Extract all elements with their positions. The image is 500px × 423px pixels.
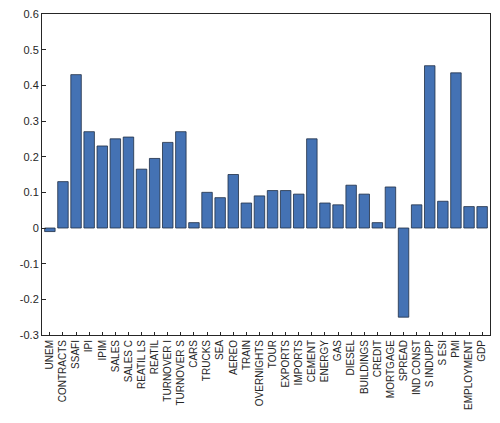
svg-text:S ESI: S ESI bbox=[437, 340, 448, 366]
svg-text:S INDUPP: S INDUPP bbox=[424, 340, 435, 388]
svg-text:SEA: SEA bbox=[214, 340, 225, 360]
svg-text:EMPLOYMENT: EMPLOYMENT bbox=[463, 340, 474, 410]
svg-text:AEREO: AEREO bbox=[228, 340, 239, 375]
svg-text:MORTGAGE: MORTGAGE bbox=[385, 340, 396, 398]
svg-text:0.6: 0.6 bbox=[24, 8, 39, 20]
svg-text:REATIL: REATIL bbox=[149, 340, 160, 375]
svg-text:TOUR: TOUR bbox=[267, 340, 278, 368]
svg-text:0: 0 bbox=[33, 222, 39, 234]
svg-text:TRUCKS: TRUCKS bbox=[201, 340, 212, 381]
svg-text:GDP: GDP bbox=[476, 340, 487, 362]
svg-text:SPREAD: SPREAD bbox=[398, 340, 409, 381]
svg-text:OVERNIGHTS: OVERNIGHTS bbox=[254, 340, 265, 406]
svg-text:-0.1: -0.1 bbox=[20, 258, 39, 270]
svg-text:0.4: 0.4 bbox=[24, 79, 39, 91]
svg-text:UNEM: UNEM bbox=[44, 340, 55, 369]
svg-text:0.3: 0.3 bbox=[24, 115, 39, 127]
svg-text:CONTRACTS: CONTRACTS bbox=[57, 340, 68, 403]
svg-text:SSAFI: SSAFI bbox=[70, 340, 81, 369]
svg-text:CARS: CARS bbox=[188, 340, 199, 368]
svg-text:BUILDINGS: BUILDINGS bbox=[359, 340, 370, 394]
svg-text:0.5: 0.5 bbox=[24, 44, 39, 56]
svg-text:ENERGY: ENERGY bbox=[319, 340, 330, 383]
svg-text:DIESEL: DIESEL bbox=[345, 340, 356, 376]
svg-text:IPI: IPI bbox=[83, 340, 94, 352]
svg-text:TURNOVER I: TURNOVER I bbox=[162, 340, 173, 402]
svg-text:IMPORTS: IMPORTS bbox=[293, 340, 304, 386]
svg-text:SALES: SALES bbox=[110, 340, 121, 373]
svg-text:IND CONST: IND CONST bbox=[411, 340, 422, 395]
svg-text:REATIL LS: REATIL LS bbox=[136, 340, 147, 389]
svg-text:CEMENT: CEMENT bbox=[306, 340, 317, 382]
svg-text:0.2: 0.2 bbox=[24, 151, 39, 163]
svg-text:TRAIN: TRAIN bbox=[241, 340, 252, 370]
svg-text:IPIM: IPIM bbox=[97, 340, 108, 361]
svg-text:TURNOVER S: TURNOVER S bbox=[175, 340, 186, 406]
svg-text:PMI: PMI bbox=[450, 340, 461, 358]
svg-text:-0.2: -0.2 bbox=[20, 293, 39, 305]
svg-text:0.1: 0.1 bbox=[24, 186, 39, 198]
svg-text:SALES C: SALES C bbox=[123, 340, 134, 382]
svg-text:GAS: GAS bbox=[332, 340, 343, 361]
svg-text:-0.3: -0.3 bbox=[20, 329, 39, 341]
svg-text:EXPORTS: EXPORTS bbox=[280, 340, 291, 388]
svg-text:CREDIT: CREDIT bbox=[372, 340, 383, 377]
